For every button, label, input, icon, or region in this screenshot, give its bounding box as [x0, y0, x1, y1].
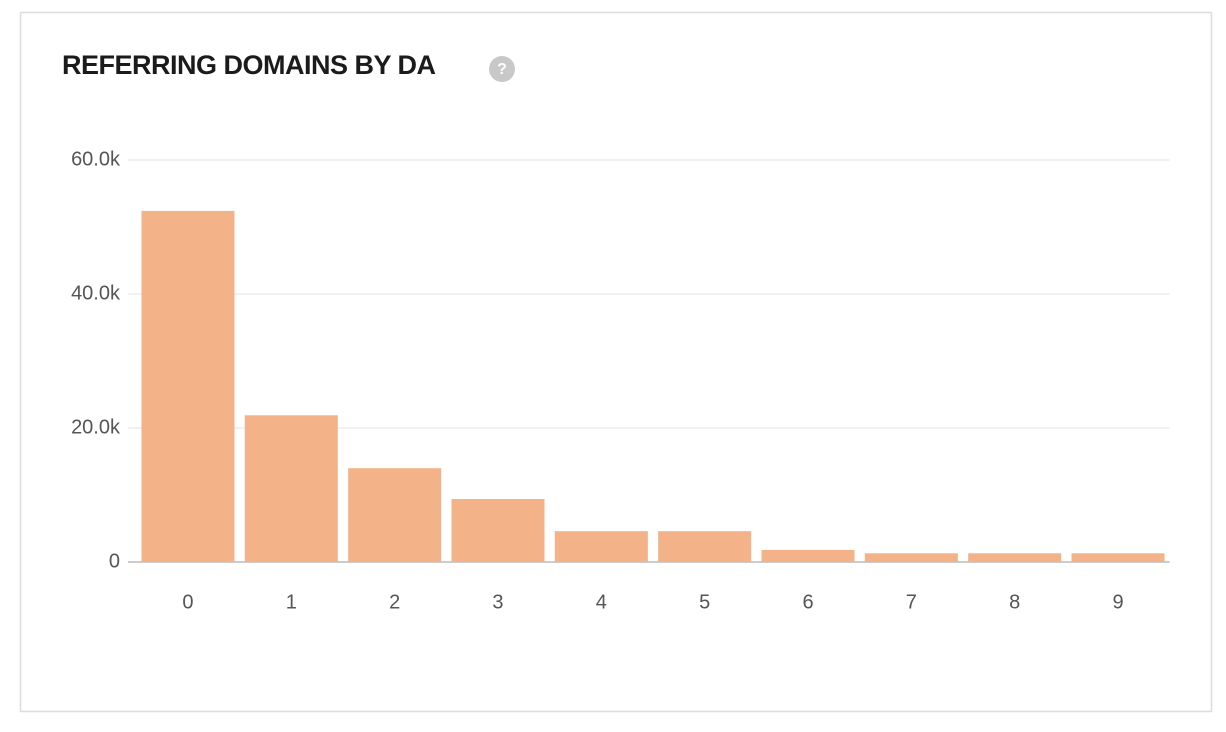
y-tick-label: 20.0k — [71, 416, 121, 438]
bar — [141, 210, 235, 563]
bar — [761, 549, 855, 562]
x-tick-label: 9 — [1112, 591, 1123, 613]
chart-title: REFERRING DOMAINS BY DA — [62, 50, 436, 80]
x-tick-label: 0 — [182, 591, 193, 613]
x-tick-label: 4 — [596, 591, 607, 613]
bar — [1071, 553, 1165, 562]
bar — [244, 415, 338, 562]
x-tick-label: 8 — [1009, 591, 1020, 613]
y-tick-label: 60.0k — [71, 148, 121, 170]
bar — [864, 553, 958, 562]
x-tick-label: 5 — [699, 591, 710, 613]
x-tick-label: 6 — [802, 591, 813, 613]
x-tick-label: 7 — [906, 591, 917, 613]
bar — [554, 531, 648, 562]
bar — [658, 531, 752, 562]
bar — [451, 499, 545, 562]
x-tick-label: 1 — [286, 591, 297, 613]
x-tick-label: 2 — [389, 591, 400, 613]
y-tick-label: 0 — [109, 550, 120, 572]
bar — [968, 553, 1062, 562]
help-icon-text[interactable]: ? — [497, 61, 507, 78]
x-tick-label: 3 — [492, 591, 503, 613]
bar — [348, 468, 442, 562]
y-tick-label: 40.0k — [71, 282, 121, 304]
help-icon[interactable] — [489, 56, 515, 82]
